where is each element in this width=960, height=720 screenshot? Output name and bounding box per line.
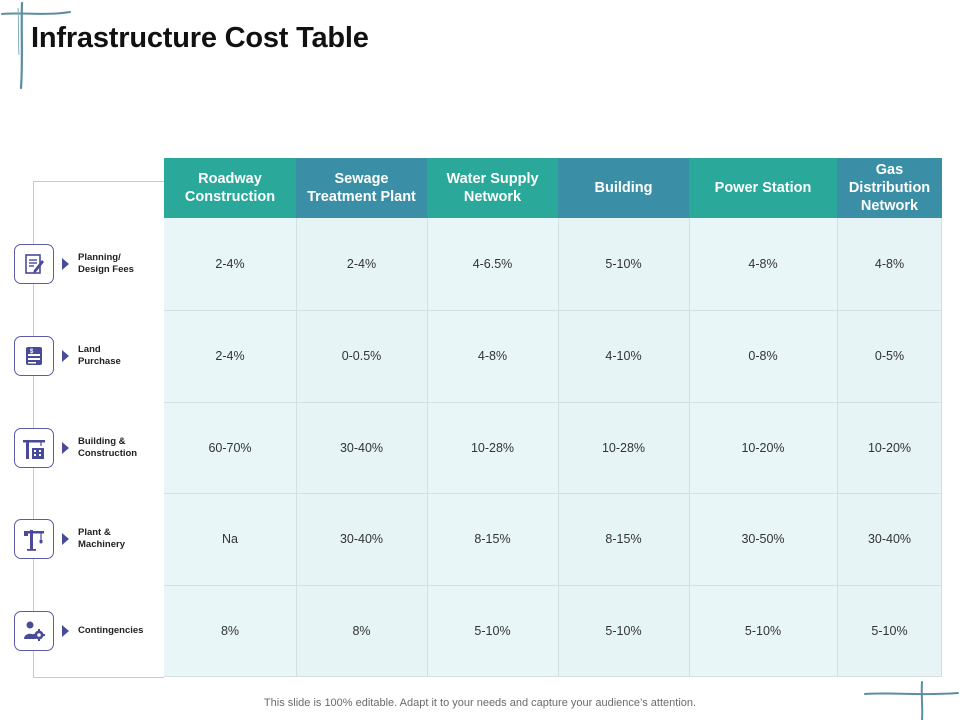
frame-line — [33, 181, 164, 182]
table-cell: 0-8% — [748, 349, 778, 363]
column-band — [837, 218, 942, 677]
table-cell: 0-0.5% — [341, 349, 382, 363]
table-cell: 2-4% — [215, 349, 245, 363]
row-label-contingencies: Contingencies — [78, 624, 144, 636]
table-cell: 0-5% — [874, 349, 905, 363]
table-cell: 2-4% — [215, 257, 245, 271]
grid-line — [558, 218, 559, 677]
table-cell: 8% — [352, 624, 371, 638]
table-cell: 5-10% — [744, 624, 782, 638]
svg-text:$: $ — [30, 349, 34, 355]
table-cell: Na — [222, 532, 238, 546]
table-cell: 5-10% — [871, 624, 908, 638]
tower-crane-icon — [14, 519, 54, 559]
footer-note: This slide is 100% editable. Adapt it to… — [263, 697, 697, 709]
grid-line — [427, 218, 428, 677]
row-label-plant-machinery: Plant & Machinery — [78, 526, 125, 551]
table-cell: 4-8% — [477, 349, 508, 363]
table-cell: 10-20% — [741, 441, 785, 455]
column-header-power-station: Power Station — [689, 158, 837, 218]
dollar-document-icon: $ — [14, 336, 54, 376]
person-gear-icon — [14, 611, 54, 651]
table-cell: 30-40% — [339, 532, 384, 546]
table-cell: 4-10% — [605, 349, 642, 363]
column-header-water-supply-network: Water Supply Network — [427, 158, 558, 218]
grid-line — [164, 493, 942, 494]
table-body — [164, 218, 942, 677]
table-cell: 8-15% — [605, 532, 642, 546]
grid-line — [164, 310, 942, 311]
row-label-land-purchase: Land Purchase — [78, 343, 121, 368]
row-pointer — [62, 442, 69, 454]
table-cell: 5-10% — [474, 624, 511, 638]
table-cell: 5-10% — [605, 624, 642, 638]
column-header-sewage-treatment-plant: Sewage Treatment Plant — [296, 158, 427, 218]
document-pen-icon — [14, 244, 54, 284]
row-pointer — [62, 350, 69, 362]
grid-line — [689, 218, 690, 677]
crane-building-icon — [14, 428, 54, 468]
column-band — [296, 218, 427, 677]
column-header-building: Building — [558, 158, 689, 218]
table-cell: 5-10% — [605, 257, 642, 271]
column-header-roadway-construction: Roadway Construction — [164, 158, 296, 218]
table-cell: 4-8% — [874, 257, 905, 271]
column-band — [558, 218, 689, 677]
table-cell: 4-8% — [748, 257, 778, 271]
grid-line — [164, 585, 942, 586]
row-pointer — [62, 533, 69, 545]
row-label-building-construction: Building & Construction — [78, 435, 138, 460]
row-label-planning-design-fees: Planning/ Design Fees — [78, 251, 134, 276]
table-cell: 8% — [220, 624, 240, 638]
table-cell: 30-40% — [339, 441, 384, 455]
page-title: Infrastructure Cost Table — [31, 22, 369, 54]
table-cell: 2-4% — [346, 257, 377, 271]
table-cell: 60-70% — [208, 441, 252, 455]
table-cell: 10-20% — [867, 441, 912, 455]
grid-line — [164, 676, 942, 677]
row-pointer — [62, 258, 69, 270]
table-cell: 10-28% — [601, 441, 646, 455]
table-cell: 8-15% — [474, 532, 511, 546]
table-cell: 4-6.5% — [472, 257, 513, 271]
row-pointer — [62, 625, 69, 637]
column-header-gas-distribution-network: Gas Distribution Network — [837, 158, 942, 218]
frame-line — [33, 677, 164, 678]
table-cell: 30-50% — [741, 532, 785, 546]
grid-line — [164, 402, 942, 403]
table-cell: 10-28% — [470, 441, 515, 455]
table-cell: 30-40% — [867, 532, 912, 546]
grid-line — [837, 218, 838, 677]
grid-line — [941, 218, 942, 677]
grid-line — [296, 218, 297, 677]
